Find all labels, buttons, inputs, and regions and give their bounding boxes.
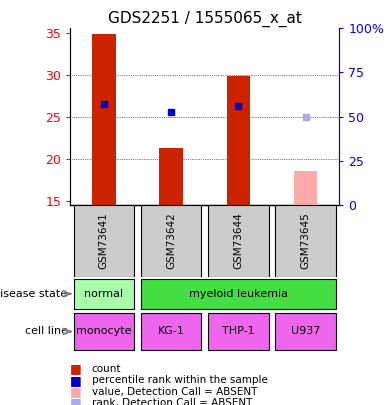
Text: THP-1: THP-1	[222, 326, 255, 337]
Text: cell line: cell line	[25, 326, 67, 337]
Bar	[227, 76, 250, 205]
Bar	[74, 313, 134, 350]
Text: rank, Detection Call = ABSENT: rank, Detection Call = ABSENT	[92, 398, 252, 405]
Text: ■: ■	[70, 362, 82, 375]
Title: GDS2251 / 1555065_x_at: GDS2251 / 1555065_x_at	[108, 11, 302, 27]
Bar	[141, 313, 201, 350]
Text: value, Detection Call = ABSENT: value, Detection Call = ABSENT	[92, 387, 257, 396]
Bar	[74, 205, 134, 277]
Text: ■: ■	[70, 385, 82, 398]
Text: disease state: disease state	[0, 289, 67, 299]
Text: ■: ■	[70, 396, 82, 405]
Text: GSM73645: GSM73645	[301, 213, 311, 269]
Bar	[141, 205, 201, 277]
Bar	[275, 313, 336, 350]
Text: count: count	[92, 364, 121, 374]
Bar	[160, 148, 183, 205]
Text: ■: ■	[70, 374, 82, 387]
Text: myeloid leukemia: myeloid leukemia	[189, 289, 288, 299]
Text: GSM73642: GSM73642	[166, 213, 176, 269]
Bar	[275, 205, 336, 277]
Bar	[294, 171, 317, 205]
Bar	[208, 205, 269, 277]
Text: KG-1: KG-1	[158, 326, 184, 337]
Text: GSM73644: GSM73644	[233, 213, 243, 269]
Text: monocyte: monocyte	[76, 326, 131, 337]
Bar	[208, 313, 269, 350]
Bar	[92, 34, 115, 205]
Bar	[74, 279, 134, 309]
Bar	[141, 279, 336, 309]
Text: percentile rank within the sample: percentile rank within the sample	[92, 375, 268, 385]
Text: GSM73641: GSM73641	[99, 213, 109, 269]
Text: U937: U937	[291, 326, 320, 337]
Text: normal: normal	[84, 289, 123, 299]
